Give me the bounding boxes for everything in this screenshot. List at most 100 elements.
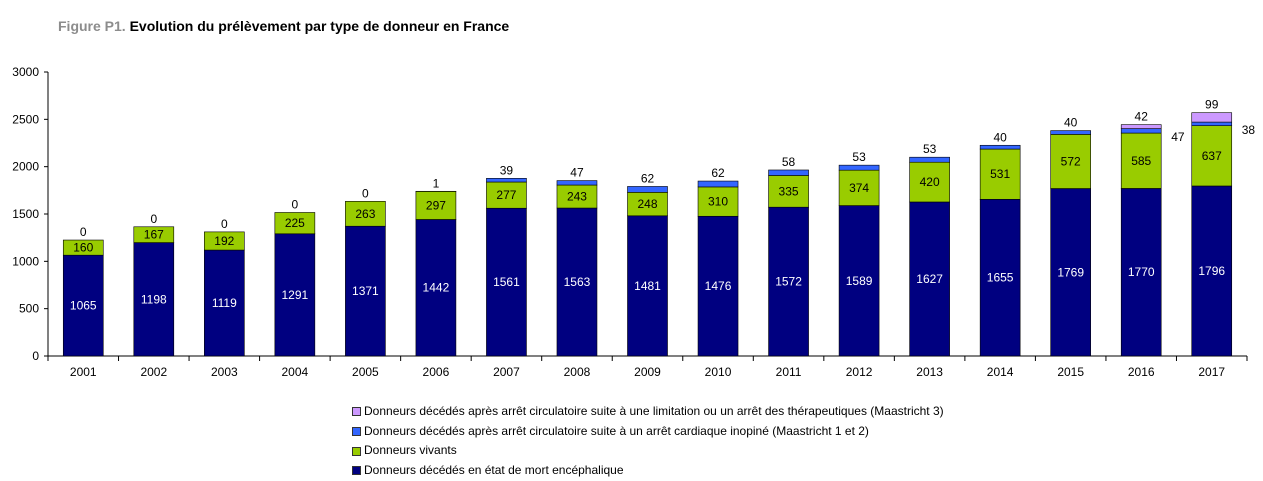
figure-label: Figure P1. — [58, 18, 126, 34]
bar-segment — [345, 225, 386, 357]
data-label: 1572 — [775, 275, 802, 289]
legend-label: Donneurs décédés après arrêt circulatoir… — [364, 404, 944, 418]
data-label: 1065 — [70, 299, 97, 313]
bar-segment — [909, 161, 950, 203]
bar-segment — [979, 144, 1021, 150]
x-tick-label: 2005 — [352, 365, 379, 379]
bar-segment — [486, 207, 527, 357]
x-tick-label: 2012 — [846, 365, 873, 379]
data-label: 62 — [641, 171, 655, 185]
bar-segment — [1120, 124, 1162, 129]
x-tick-label: 2016 — [1128, 365, 1155, 379]
data-label: 225 — [285, 216, 305, 230]
bar-segment — [1191, 185, 1233, 357]
bar-segment — [697, 180, 739, 188]
bar-segment — [133, 242, 175, 357]
data-label: 243 — [567, 190, 587, 204]
legend-item: Donneurs décédés après arrêt circulatoir… — [352, 402, 944, 422]
bar-segment — [1120, 128, 1162, 134]
bar-segment — [768, 175, 809, 208]
data-label: 1655 — [987, 271, 1014, 285]
data-label: 263 — [355, 207, 375, 221]
data-label: 0 — [150, 212, 157, 226]
bar-segment — [1120, 132, 1162, 189]
data-label: 39 — [500, 163, 514, 177]
bar-segment — [1050, 130, 1091, 135]
bar-segment — [204, 249, 245, 357]
data-label: 1481 — [634, 279, 661, 293]
data-label: 192 — [214, 234, 234, 248]
legend-item: Donneurs vivants — [352, 441, 944, 461]
bar-segment — [627, 215, 668, 357]
bar-segment — [1050, 188, 1091, 357]
legend-item: Donneurs décédés après arrêt circulatoir… — [352, 422, 944, 442]
bar-segment — [1120, 188, 1162, 357]
data-label: 335 — [779, 184, 799, 198]
data-label: 1796 — [1198, 264, 1225, 278]
legend-swatch — [352, 446, 361, 456]
data-label: 58 — [782, 155, 796, 169]
data-label: 0 — [221, 217, 228, 231]
data-label: 99 — [1205, 98, 1219, 112]
bar-segment — [1191, 121, 1233, 126]
data-label: 572 — [1061, 154, 1081, 168]
legend-label: Donneurs décédés après arrêt circulatoir… — [364, 423, 869, 438]
data-label: 1476 — [705, 279, 732, 293]
x-tick-label: 2004 — [282, 365, 309, 379]
bar-segment — [838, 164, 880, 171]
x-tick-label: 2006 — [423, 365, 450, 379]
x-tick-label: 2009 — [634, 365, 661, 379]
bar-segment — [697, 215, 739, 357]
bar-segment — [415, 191, 457, 220]
bar-segment — [133, 226, 175, 243]
y-tick-label: 1500 — [12, 207, 39, 221]
bar-segment — [556, 207, 598, 357]
bar-segment — [62, 239, 104, 256]
x-tick-label: 2013 — [916, 365, 943, 379]
data-label: 637 — [1202, 149, 1222, 163]
data-label: 374 — [849, 181, 869, 195]
data-label: 420 — [920, 175, 940, 189]
data-label: 585 — [1131, 154, 1151, 168]
bar-segment — [345, 201, 386, 227]
legend-item: Donneurs décédés en état de mort encépha… — [352, 461, 944, 481]
data-label: 42 — [1135, 110, 1149, 124]
data-label: 1769 — [1057, 265, 1084, 279]
y-tick-label: 2000 — [12, 160, 39, 174]
data-label: 62 — [711, 166, 725, 180]
bar-segment — [909, 201, 950, 357]
bar-segment — [838, 169, 880, 206]
data-label: 40 — [993, 130, 1007, 144]
x-tick-label: 2003 — [211, 365, 238, 379]
legend: Donneurs décédés après arrêt circulatoir… — [352, 402, 944, 481]
chart-title: Figure P1. Evolution du prélèvement par … — [58, 18, 509, 34]
data-label: 53 — [852, 150, 866, 164]
data-label: 167 — [144, 228, 164, 242]
bar-segment — [486, 178, 527, 183]
bar-segment — [697, 186, 739, 217]
bar-segment — [979, 148, 1021, 200]
data-label: 38 — [1242, 123, 1256, 137]
data-label: 248 — [637, 197, 657, 211]
data-label: 1198 — [141, 292, 167, 306]
data-label: 0 — [80, 225, 87, 239]
bar-segment — [909, 156, 950, 163]
data-label: 297 — [426, 198, 446, 212]
x-tick-label: 2015 — [1057, 365, 1084, 379]
bar-segment — [1191, 112, 1233, 123]
data-label: 1589 — [846, 274, 873, 288]
data-label: 531 — [990, 167, 1010, 181]
y-tick-label: 1000 — [12, 254, 39, 268]
data-label: 53 — [923, 142, 937, 156]
title-text: Evolution du prélèvement par type de don… — [129, 18, 510, 34]
bar-segment — [486, 181, 527, 209]
y-tick-label: 0 — [32, 349, 39, 363]
legend-swatch — [352, 407, 361, 417]
data-label: 47 — [570, 166, 584, 180]
data-label: 1563 — [564, 275, 591, 289]
stacked-bar-chart: 0500100015002000250030001065160020011198… — [12, 65, 1256, 379]
data-label: 40 — [1064, 116, 1078, 130]
bar-segment — [1050, 134, 1091, 189]
x-tick-label: 2014 — [987, 365, 1014, 379]
legend-label: Donneurs vivants — [364, 443, 457, 458]
